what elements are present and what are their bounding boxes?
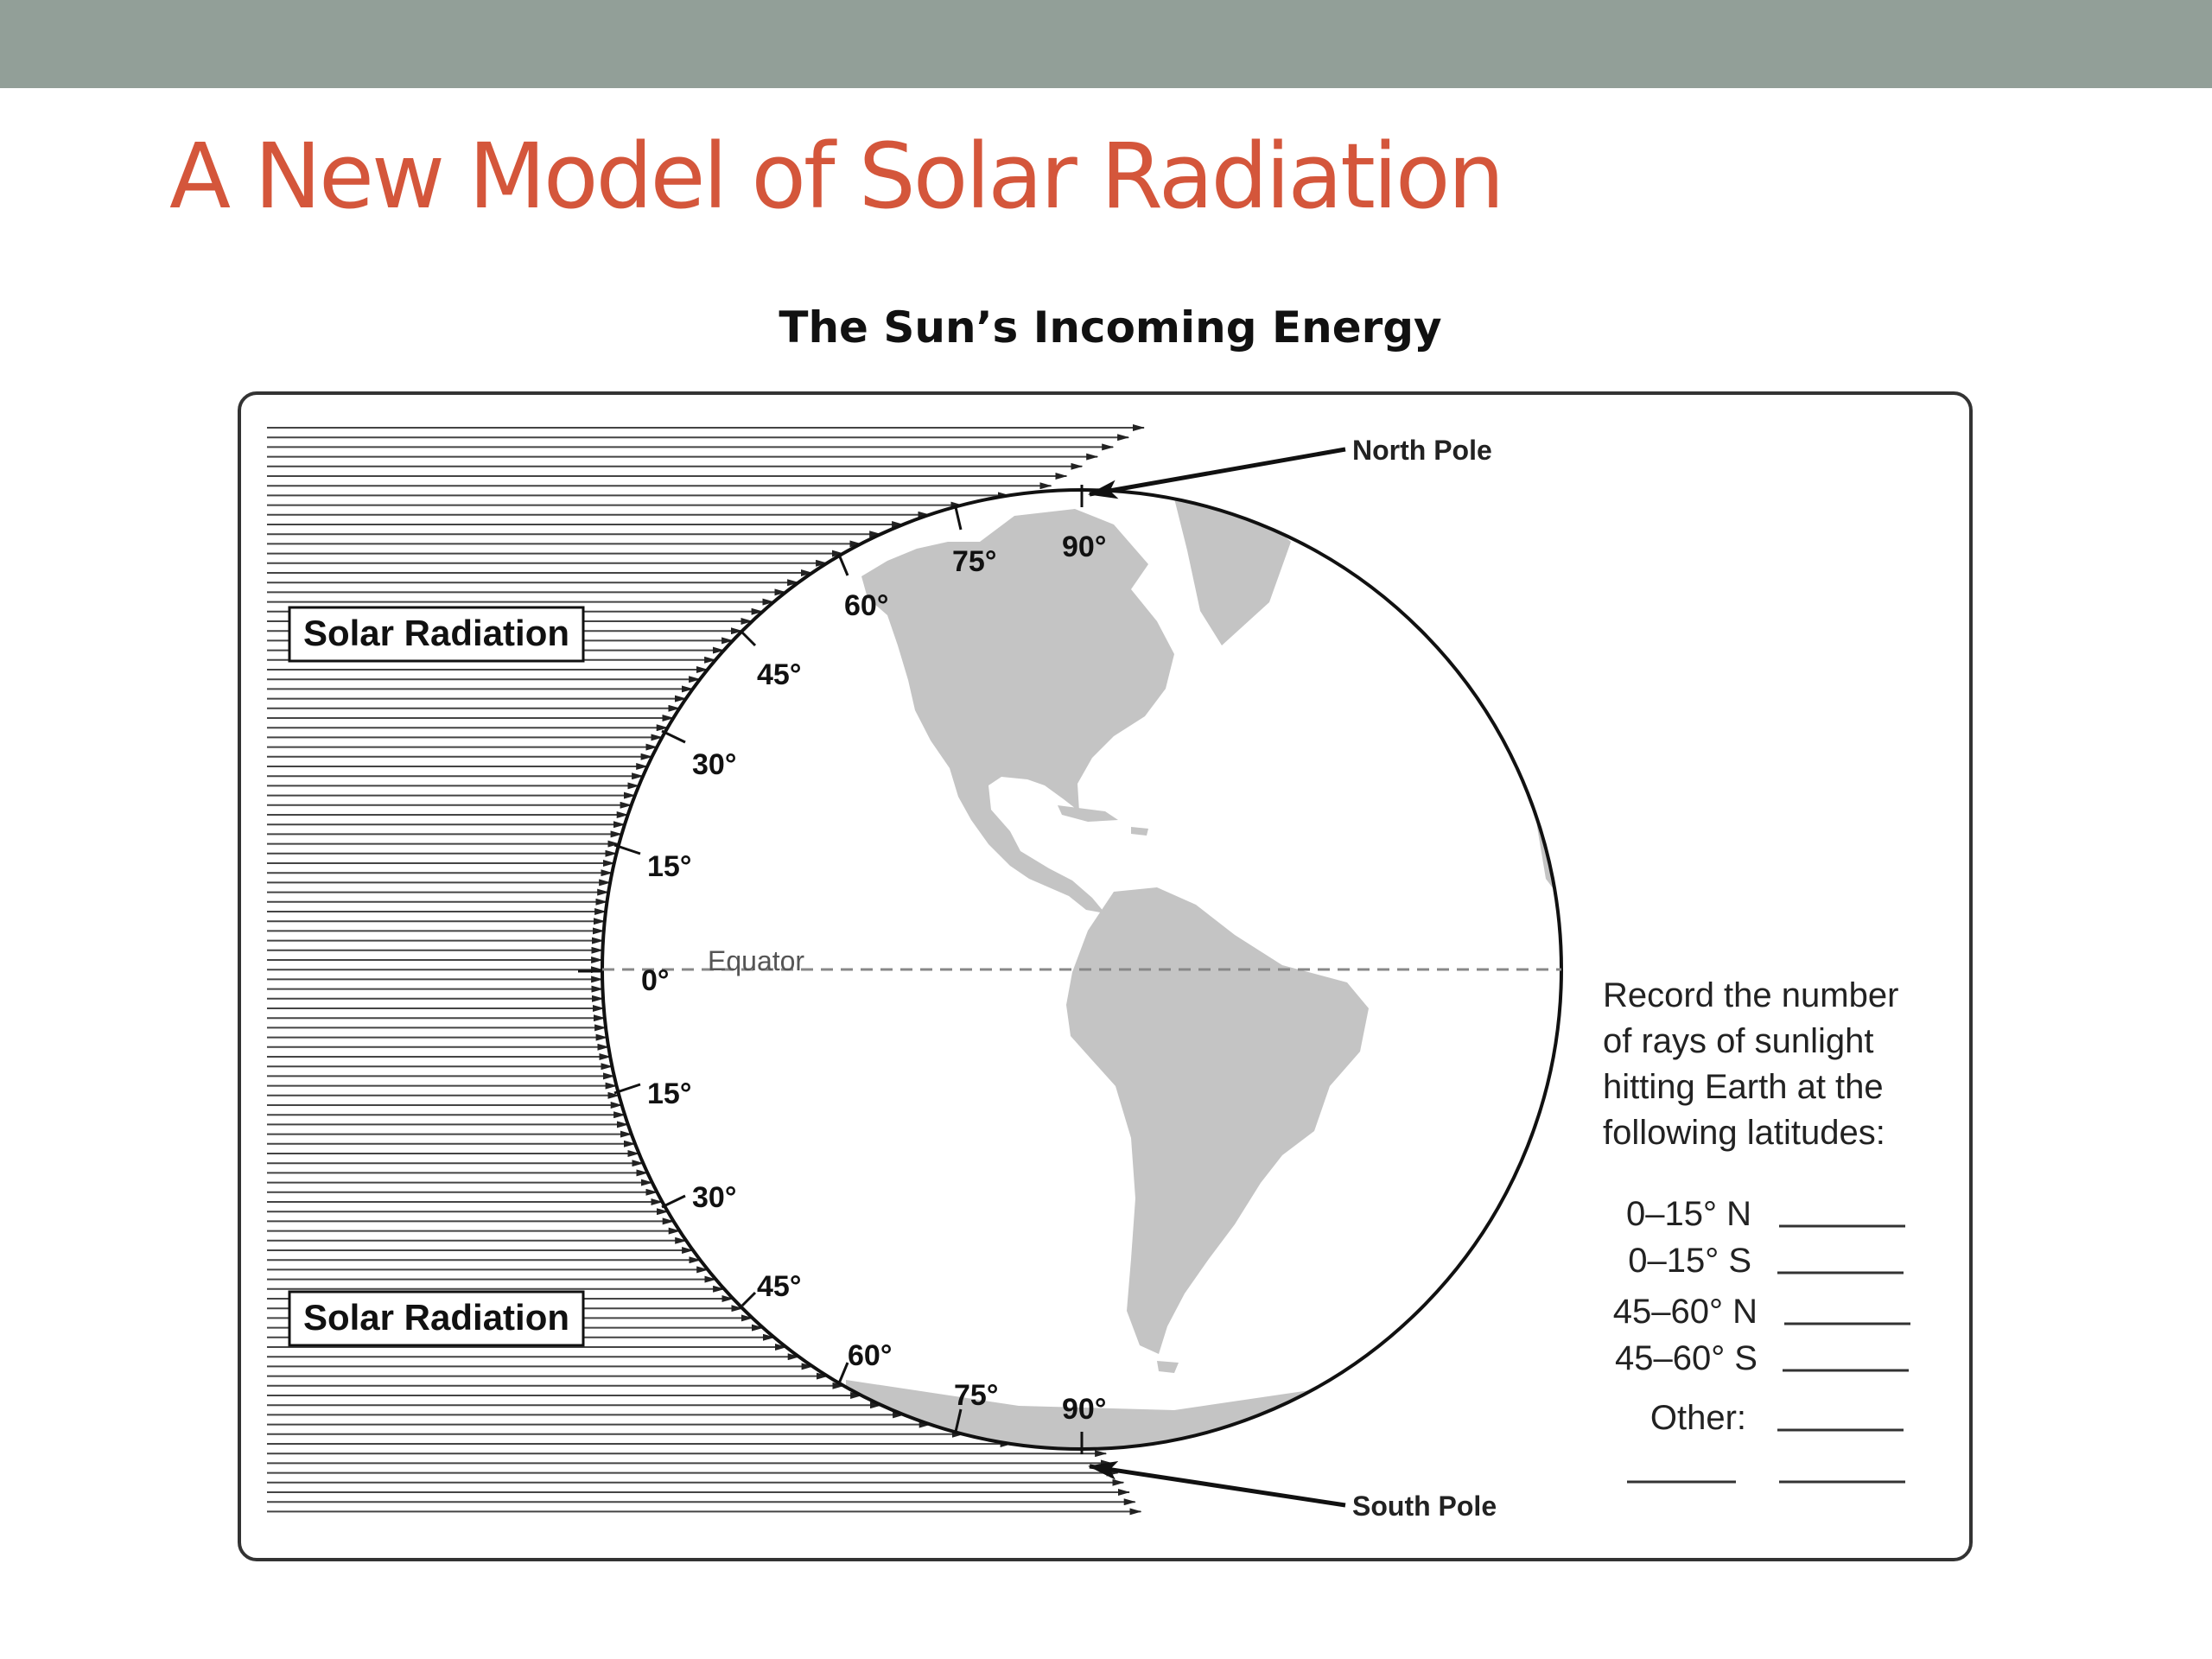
lat-label-0: 0°	[641, 964, 670, 997]
record-other-label: Other:	[1650, 1399, 1746, 1437]
south-pole-pointer: South Pole	[1088, 1460, 1497, 1522]
sunlight-rays	[267, 424, 1145, 1516]
lat-label-75n: 75°	[952, 545, 996, 578]
earth-globe	[601, 488, 1563, 1451]
lat-label-45s: 45°	[757, 1270, 801, 1303]
north-america	[861, 509, 1174, 913]
record-panel: Record the number of rays of sunlight hi…	[1603, 976, 1898, 1437]
lat-label-15s: 15°	[647, 1077, 691, 1110]
record-prompt-line-1: Record the number	[1603, 976, 1898, 1014]
lat-label-45n: 45°	[757, 658, 801, 691]
solar-label-top-text: Solar Radiation	[303, 613, 569, 653]
record-item-45-60s: 45–60° S	[1615, 1339, 1758, 1377]
diagram-title: The Sun’s Incoming Energy	[779, 302, 1442, 353]
record-prompt-line-3: hitting Earth at the	[1603, 1068, 1884, 1106]
lat-label-30s: 30°	[692, 1181, 736, 1214]
south-pole-label: South Pole	[1352, 1491, 1497, 1522]
solar-diagram: Equator 0° 15° 30° 45° 60° 75° 90°	[267, 424, 1910, 1522]
record-item-0-15s: 0–15° S	[1628, 1242, 1751, 1280]
lat-label-60s: 60°	[848, 1339, 892, 1372]
solar-label-bottom-text: Solar Radiation	[303, 1297, 569, 1338]
diagram-frame: Equator 0° 15° 30° 45° 60° 75° 90°	[238, 391, 1973, 1561]
solar-radiation-label-bottom: Solar Radiation	[288, 1290, 585, 1347]
equator: Equator	[602, 945, 1561, 976]
north-pole-pointer: North Pole	[1088, 435, 1492, 499]
caribbean-islands	[1058, 805, 1148, 836]
record-prompt-line-2: of rays of sunlight	[1603, 1022, 1874, 1060]
lat-label-90s: 90°	[1062, 1393, 1106, 1426]
tierra-del-fuego	[1157, 1361, 1179, 1373]
equator-label: Equator	[708, 945, 804, 976]
solar-radiation-label-top: Solar Radiation	[288, 606, 585, 663]
header-bar	[0, 0, 2212, 88]
record-item-0-15n: 0–15° N	[1626, 1195, 1751, 1233]
north-pole-label: North Pole	[1352, 435, 1492, 466]
south-america	[1066, 887, 1369, 1354]
answer-blanks[interactable]	[1627, 1224, 1910, 1484]
record-prompt-line-4: following latitudes:	[1603, 1114, 1885, 1152]
lat-label-30n: 30°	[692, 748, 736, 781]
antarctica	[846, 1380, 1321, 1449]
lat-label-60n: 60°	[844, 589, 888, 622]
lat-label-15n: 15°	[647, 850, 691, 883]
greenland	[1174, 499, 1291, 645]
record-item-45-60n: 45–60° N	[1613, 1293, 1758, 1331]
lat-label-75s: 75°	[954, 1379, 998, 1412]
slide-title: A New Model of Solar Radiation	[169, 124, 1504, 229]
latitude-labels: 0° 15° 30° 45° 60° 75° 90° 15° 30° 45° 6…	[641, 531, 1106, 1426]
lat-label-90n: 90°	[1062, 531, 1106, 563]
latitude-ticks	[578, 485, 1084, 1454]
